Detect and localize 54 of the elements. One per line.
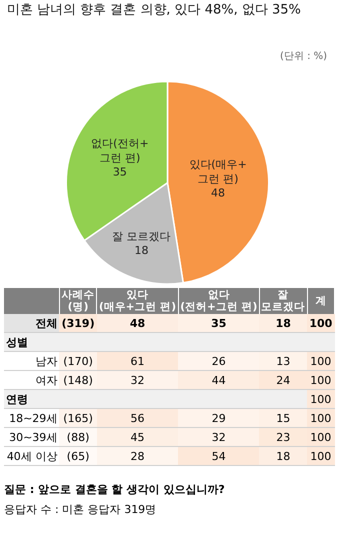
data-label: 45: [96, 428, 178, 446]
data-label: 18: [134, 244, 148, 258]
text: 질문 : 앞으로 결혼을 할 생각이 있으십니까?: [4, 482, 226, 498]
data-label: 24: [259, 370, 308, 390]
x-tick-label: 계: [307, 288, 334, 314]
y-tick-label: 남자: [4, 352, 60, 370]
y-tick-label: 전체: [4, 314, 60, 332]
data-label: 35: [112, 166, 127, 179]
data-label: 100: [307, 370, 334, 390]
x-tick-label: 있다 (매우+그런 편): [96, 288, 178, 314]
data-label: 100: [307, 408, 334, 428]
data-label: 44: [178, 370, 260, 390]
data-label: (165): [59, 408, 97, 428]
data-label: (319): [59, 314, 97, 332]
data-label: 23: [259, 428, 308, 446]
data-label: (88): [59, 428, 97, 446]
data-label: 48: [96, 314, 178, 332]
data-label: 48: [211, 186, 226, 200]
data-label: 100: [307, 428, 334, 446]
data-label: (170): [59, 352, 97, 370]
y-tick-label: 성별: [4, 332, 60, 352]
y-tick-label: 연령: [4, 390, 60, 408]
y-tick-label: 18~29세: [4, 408, 60, 428]
data-label: 15: [259, 408, 308, 428]
data-label: 26: [178, 352, 260, 370]
data-label: 18: [259, 446, 308, 466]
x-tick-label: 없다 (전허+그런 편): [178, 288, 260, 314]
x-tick-label: 잘 모르겠다: [259, 288, 308, 314]
slice-label: 없다(전허+ 그런 편): [91, 137, 149, 164]
data-label: 29: [178, 408, 260, 428]
data-label: 100: [307, 352, 334, 370]
data-label: 13: [259, 352, 308, 370]
data-label: 32: [178, 428, 260, 446]
data-label: (148): [59, 370, 97, 390]
slice-label: 잘 모르겠다: [112, 230, 171, 243]
data-label: 28: [96, 446, 178, 466]
data-label: 56: [96, 408, 178, 428]
data-label: 35: [178, 314, 260, 332]
data-label: 54: [178, 446, 260, 466]
y-tick-label: 여자: [4, 370, 60, 390]
text: 응답자 수 : 미혼 응답자 319명: [4, 502, 158, 518]
data-label: 32: [96, 370, 178, 390]
data-label: 100: [307, 390, 334, 408]
chart-title: 미혼 남녀의 향후 결혼 의향, 있다 48%, 없다 35%: [6, 2, 301, 18]
y-tick-label: 40세 이상: [4, 446, 60, 466]
data-label: 100: [307, 446, 334, 466]
y-tick-label: 30~39세: [4, 428, 60, 446]
data-label: 18: [259, 314, 308, 332]
slice-label: 있다(매우+ 그런 편): [189, 158, 247, 186]
data-label: 61: [96, 352, 178, 370]
x-tick-label: 사례수 (명): [59, 288, 97, 314]
text: (단위 : %): [280, 51, 328, 62]
data-label: 100: [307, 314, 334, 332]
data-label: (65): [59, 446, 97, 466]
